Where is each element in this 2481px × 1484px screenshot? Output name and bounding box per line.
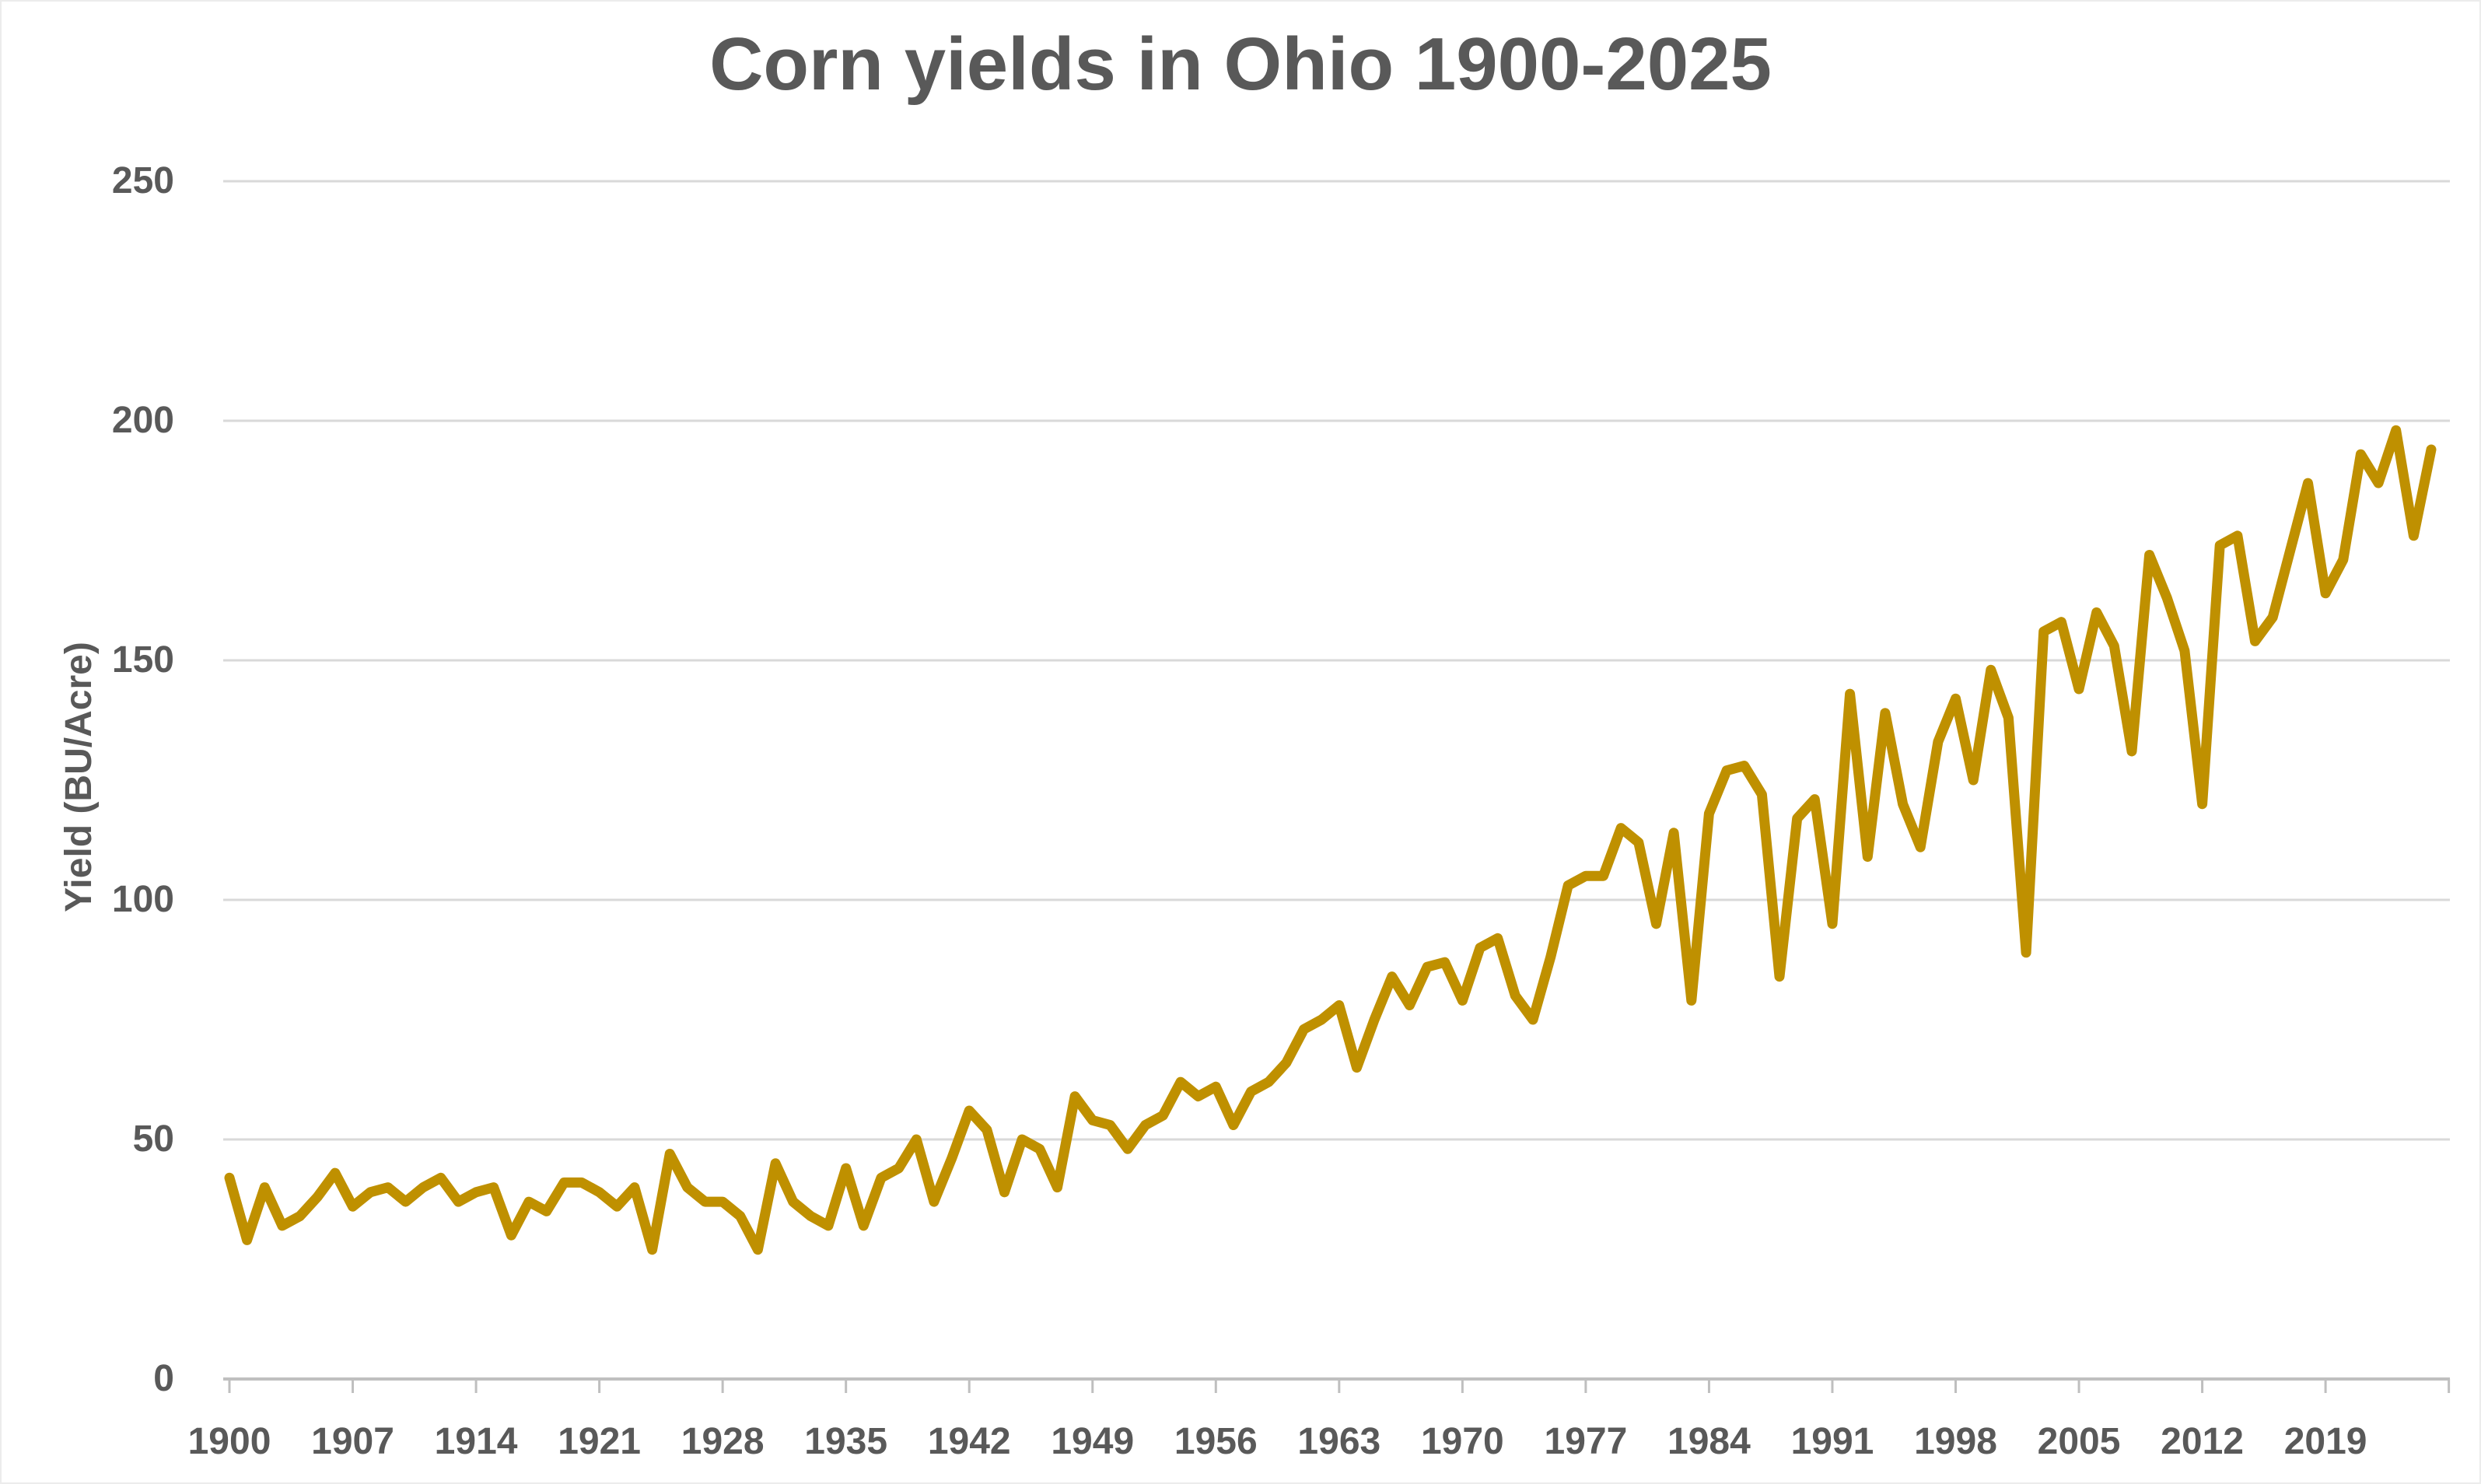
y-tick-label: 100: [111, 879, 174, 920]
yield-line-series: [224, 425, 2437, 1255]
x-tick-label: 1900: [187, 1421, 271, 1462]
chart-title: Corn yields in Ohio 1900-2025: [709, 23, 1772, 106]
y-tick-label: 150: [111, 639, 174, 681]
x-tick-label: 1914: [434, 1421, 518, 1462]
y-axis-title: Yield (BU/Acre): [58, 642, 100, 912]
x-tick-label: 1942: [927, 1421, 1011, 1462]
y-tick-label: 0: [153, 1358, 174, 1399]
x-tick-label: 1963: [1297, 1421, 1381, 1462]
x-tick-label: 1907: [311, 1421, 394, 1462]
x-tick-label: 1991: [1790, 1421, 1874, 1462]
x-tick-label: 1956: [1174, 1421, 1258, 1462]
x-tick-label: 1949: [1051, 1421, 1135, 1462]
y-tick-label: 200: [111, 400, 174, 441]
x-tick-label: 1970: [1420, 1421, 1504, 1462]
x-tick-label: 1984: [1667, 1421, 1751, 1462]
x-tick-label: 2019: [2283, 1421, 2367, 1462]
x-tick-label: 1928: [681, 1421, 765, 1462]
x-tick-label: 1977: [1544, 1421, 1628, 1462]
x-tick-label: 2005: [2037, 1421, 2121, 1462]
y-tick-label: 250: [111, 160, 174, 201]
x-tick-label: 1935: [804, 1421, 888, 1462]
x-tick-label: 1998: [1914, 1421, 1997, 1462]
y-tick-label: 50: [132, 1118, 174, 1160]
x-tick-label: 2012: [2161, 1421, 2244, 1462]
x-tick-label: 1921: [558, 1421, 641, 1462]
